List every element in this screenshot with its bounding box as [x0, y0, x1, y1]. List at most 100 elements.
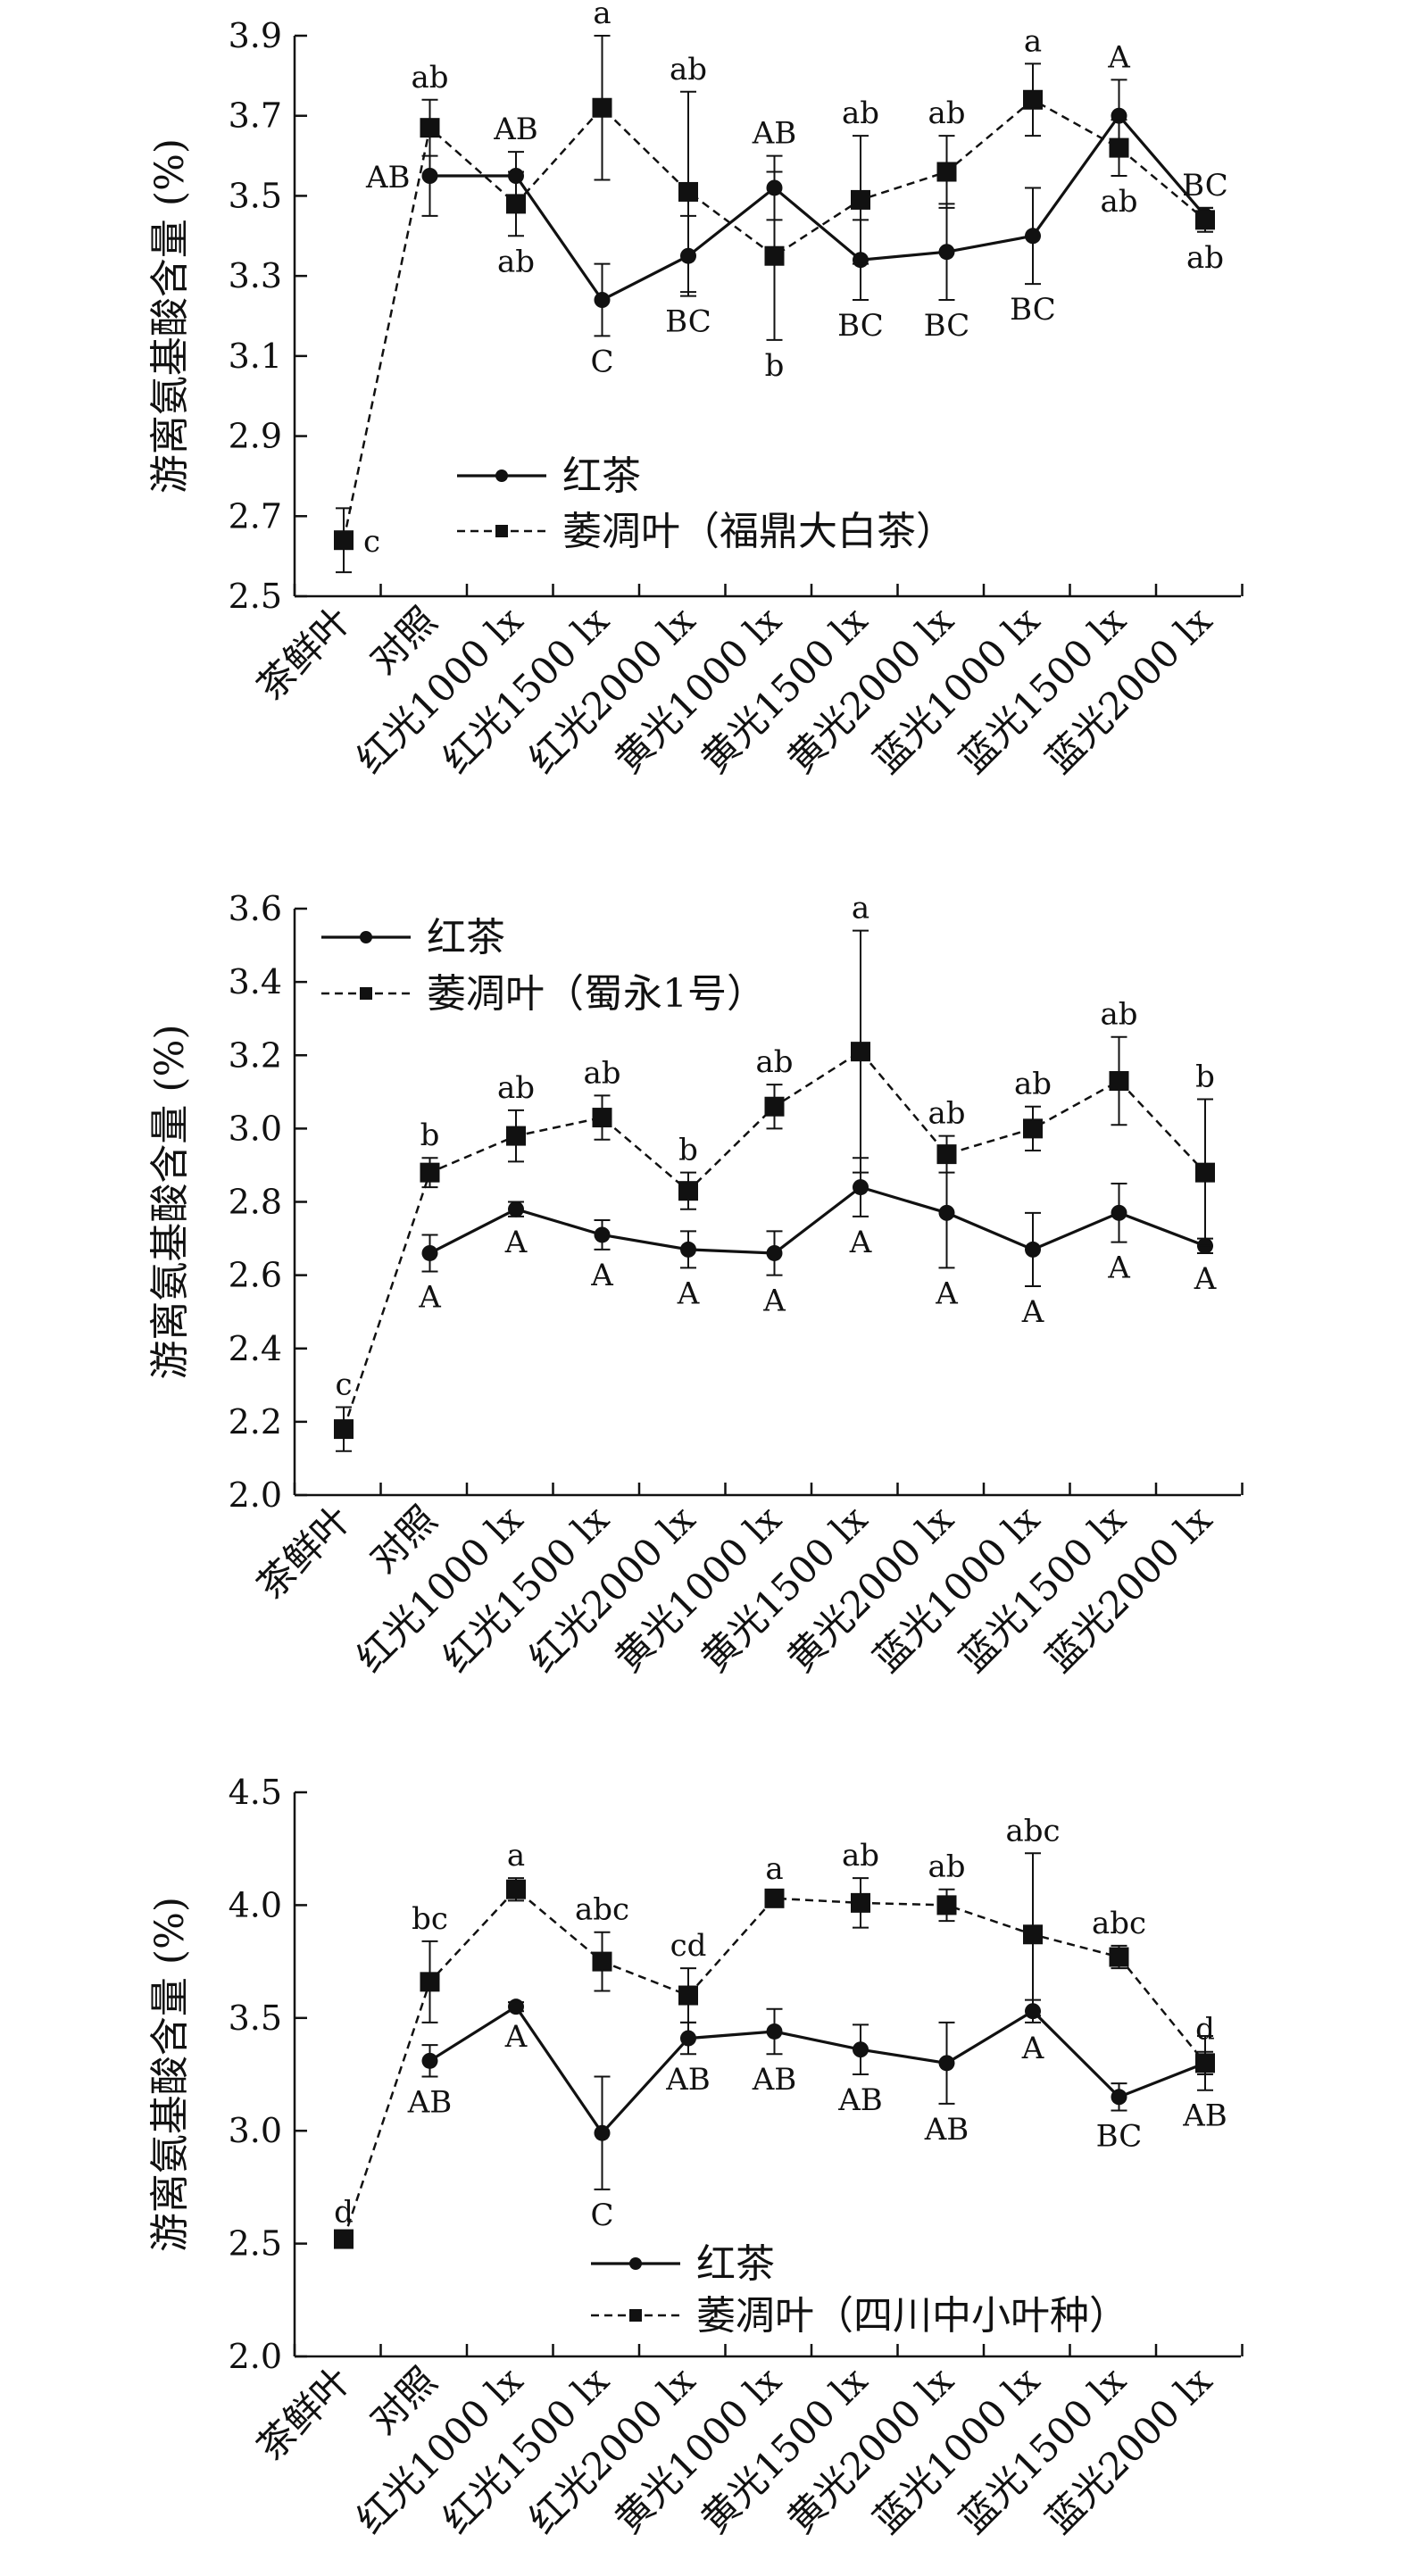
legend-marker — [495, 469, 508, 482]
y-tick-label: 2.5 — [229, 2224, 282, 2264]
significance-label: BC — [665, 304, 711, 340]
significance-label: AB — [407, 2085, 453, 2121]
data-point — [766, 1244, 783, 1261]
data-point — [938, 244, 955, 261]
significance-label: b — [420, 1118, 440, 1153]
significance-label: A — [849, 1225, 872, 1260]
y-tick-label: 4.0 — [229, 1885, 282, 1924]
significance-label: AB — [665, 2062, 711, 2098]
y-tick-label: 3.0 — [229, 1109, 282, 1148]
y-tick-label: 4.5 — [229, 1773, 282, 1812]
legend-label: 萎凋叶（四川中小叶种） — [696, 2293, 1128, 2339]
data-point — [334, 1419, 354, 1440]
significance-label: abc — [575, 1892, 629, 1928]
significance-label: AB — [752, 2062, 797, 2098]
data-point — [420, 1972, 440, 1992]
significance-label: ab — [411, 60, 448, 96]
legend-label: 萎凋叶（蜀永1号） — [427, 971, 766, 1017]
significance-label: d — [1195, 2012, 1215, 2048]
significance-label: a — [507, 1838, 525, 1874]
legend-marker — [360, 987, 372, 1000]
significance-label: A — [418, 1280, 441, 1316]
significance-label: ab — [1100, 997, 1137, 1033]
significance-label: ab — [928, 1096, 965, 1132]
significance-label: c — [335, 1367, 352, 1402]
data-point — [421, 1244, 438, 1261]
significance-label: d — [334, 2194, 354, 2230]
y-tick-label: 3.1 — [229, 337, 282, 376]
series-black-tea: A A A A A A A A A A — [418, 1157, 1217, 1330]
significance-label: ab — [1014, 1067, 1052, 1102]
data-point — [764, 1096, 785, 1117]
y-tick-label: 2.6 — [229, 1256, 282, 1295]
data-point — [1023, 1118, 1043, 1139]
legend-marker — [360, 931, 372, 943]
significance-label: bc — [412, 1901, 448, 1937]
data-point — [506, 1879, 526, 1899]
data-point — [853, 1179, 869, 1196]
data-point — [1023, 89, 1043, 110]
series-withered-leaf: c ab ab a ab b ab ab a ab ab — [334, 0, 1224, 574]
significance-label: C — [590, 2198, 613, 2233]
y-tick-label: 3.2 — [229, 1035, 282, 1075]
series-line — [342, 1887, 1206, 2239]
y-tick-label: 3.3 — [229, 256, 282, 295]
series-line — [428, 1185, 1206, 1255]
significance-label: A — [1021, 2031, 1044, 2066]
legend-label: 萎凋叶（福鼎大白茶） — [562, 509, 955, 554]
data-point — [764, 245, 785, 266]
data-point — [334, 2229, 354, 2249]
series-black-tea: AB A C AB AB AB AB A BC AB — [407, 1998, 1227, 2233]
legend-marker — [495, 525, 508, 537]
y-tick-label: 3.6 — [229, 889, 282, 928]
significance-label: BC — [1182, 168, 1228, 204]
y-tick-label: 2.7 — [229, 496, 282, 536]
data-point — [592, 1108, 612, 1128]
significance-label: AB — [365, 160, 411, 195]
significance-label: A — [1107, 39, 1130, 75]
y-tick-label: 2.8 — [229, 1183, 282, 1222]
data-point — [508, 1998, 524, 2015]
series-withered-leaf: c b ab ab b ab a ab ab ab b — [334, 891, 1215, 1452]
data-point — [508, 1201, 524, 1217]
series-withered-leaf: d bc a abc cd a ab ab abc abc d — [334, 1813, 1215, 2249]
data-point — [1111, 1204, 1127, 1221]
significance-label: a — [852, 891, 869, 927]
data-point — [420, 1162, 440, 1183]
data-point — [938, 1204, 955, 1221]
data-point — [678, 1985, 698, 2006]
significance-label: AB — [1182, 2098, 1227, 2134]
significance-label: b — [1195, 1059, 1215, 1095]
data-point — [936, 162, 957, 182]
data-point — [678, 181, 698, 202]
legend-label: 红茶 — [562, 453, 641, 499]
y-axis-title: 游离氨基酸含量 (%) — [147, 138, 193, 494]
data-point — [1111, 2089, 1127, 2106]
data-point — [334, 530, 354, 551]
data-point — [1195, 2053, 1215, 2073]
significance-label: A — [590, 1258, 613, 1293]
data-point — [1195, 210, 1215, 230]
significance-label: ab — [497, 244, 535, 279]
y-tick-label: 3.4 — [229, 962, 282, 1001]
significance-label: a — [593, 0, 611, 31]
y-tick-label: 2.0 — [229, 1475, 282, 1515]
y-tick-label: 3.5 — [229, 176, 282, 215]
data-point — [1109, 137, 1129, 158]
data-point — [936, 1895, 957, 1915]
significance-label: AB — [493, 112, 538, 147]
data-point — [1025, 228, 1041, 245]
data-point — [680, 2030, 696, 2047]
significance-label: a — [1024, 23, 1042, 59]
significance-label: ab — [842, 96, 879, 131]
significance-label: C — [590, 344, 613, 379]
data-point — [1109, 1070, 1129, 1091]
significance-label: A — [1021, 1294, 1044, 1330]
significance-label: abc — [1005, 1813, 1060, 1849]
data-point — [594, 2124, 611, 2141]
y-axis-title: 游离氨基酸含量 (%) — [147, 1024, 193, 1379]
